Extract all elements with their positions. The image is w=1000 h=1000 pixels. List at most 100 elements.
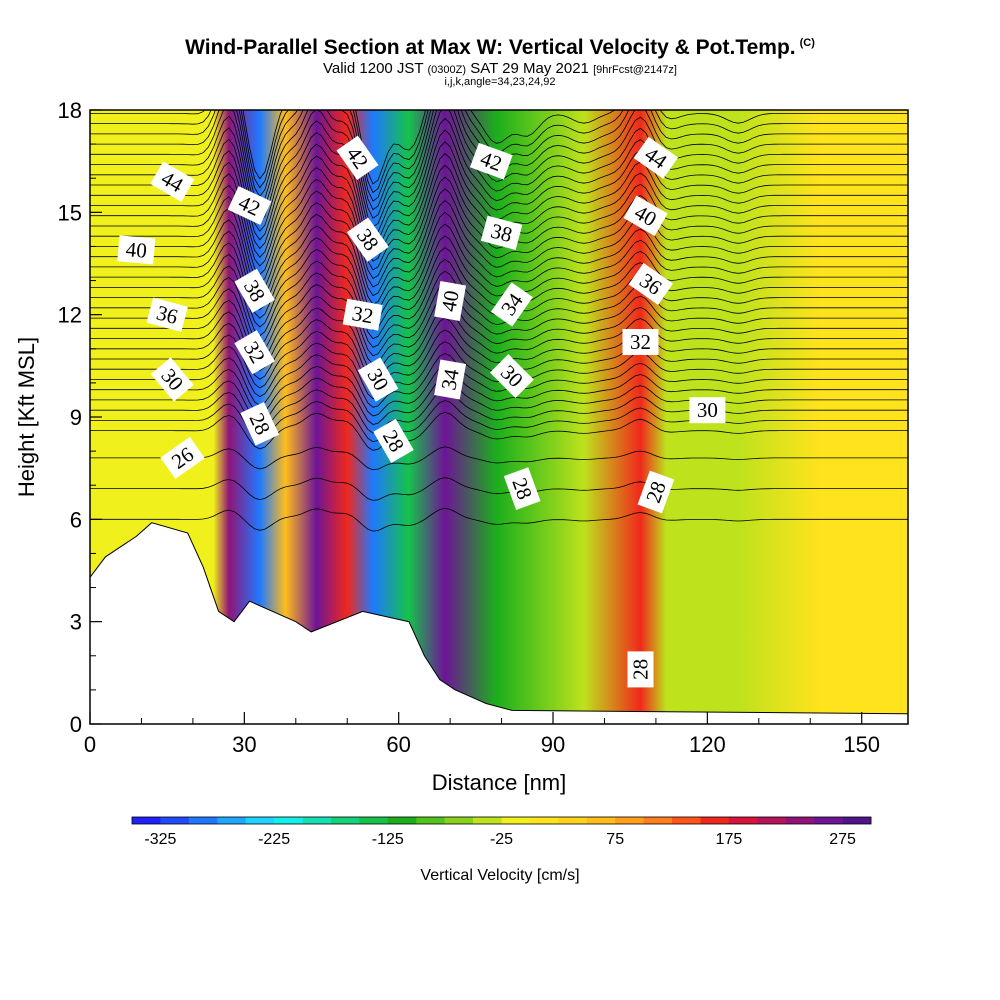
x-tick-label: 90 — [541, 732, 565, 757]
colorbar-tick-label: -325 — [144, 831, 176, 848]
contour-label: 40 — [434, 281, 467, 321]
theta-contour-line — [90, 388, 908, 434]
contour-label: 32 — [622, 329, 659, 355]
contour-label: 32 — [342, 298, 383, 331]
contour-label-box — [234, 268, 275, 313]
contour-label: 36 — [146, 297, 188, 332]
colorbar-swatch — [558, 817, 588, 824]
contour-label-box — [503, 467, 541, 510]
colorbar-swatch — [132, 817, 161, 824]
contour-label-box — [434, 281, 467, 321]
colorbar-swatch — [444, 817, 474, 824]
colorbar-swatch — [302, 817, 332, 824]
theta-contour-line — [90, 353, 908, 408]
chart-indices: i,j,k,angle=34,23,24,92 — [444, 76, 556, 88]
chart-subtitle: Valid 1200 JST (0300Z) SAT 29 May 2021 [… — [322, 60, 677, 77]
theta-contour-line — [90, 376, 908, 425]
theta-contour-line — [90, 306, 908, 374]
contour-label: 30 — [689, 397, 726, 424]
colorbar-swatch — [785, 817, 815, 824]
contour-label-box — [342, 298, 383, 331]
contour-label-box — [628, 263, 674, 305]
contour-label: 40 — [117, 235, 156, 265]
contour-label-box — [117, 235, 156, 265]
x-tick-label: 60 — [386, 732, 410, 757]
colorbar-swatch — [359, 817, 389, 824]
theta-contour-line — [90, 400, 908, 443]
contour-label-box — [480, 215, 523, 251]
colorbar-swatch — [700, 817, 730, 824]
y-tick-label: 0 — [70, 712, 82, 737]
contour-label-box — [336, 135, 379, 181]
colorbar-swatch — [274, 817, 303, 824]
contour-label-box — [622, 329, 659, 355]
theta-contour-line — [90, 176, 908, 279]
y-tick-label: 3 — [70, 610, 82, 635]
x-tick-label: 0 — [84, 732, 96, 757]
x-axis-title: Distance [nm] — [432, 770, 567, 795]
colorbar-swatch — [814, 817, 843, 824]
contour-label-text: 32 — [350, 301, 375, 328]
theta-contour-line — [90, 282, 908, 357]
y-tick-label: 9 — [70, 405, 82, 430]
colorbar-swatch — [643, 817, 673, 824]
colorbar-swatch — [330, 817, 360, 824]
theta-contour-line — [90, 110, 908, 185]
colorbar-tick-label: 75 — [606, 831, 624, 848]
y-tick-label: 18 — [58, 98, 82, 123]
colorbar-tick-label: -225 — [258, 831, 290, 848]
theta-contour-line — [90, 270, 908, 348]
x-tick-label: 30 — [232, 732, 256, 757]
theta-contour-line — [90, 117, 908, 236]
colorbar-swatch — [473, 817, 502, 824]
y-tick-label: 15 — [58, 200, 82, 225]
theta-contour-line — [90, 411, 908, 451]
y-tick-label: 12 — [58, 303, 82, 328]
colorbar-swatch — [387, 817, 417, 824]
contour-label: 34 — [434, 359, 467, 400]
theta-contour-line — [90, 446, 908, 471]
theta-contour-line — [90, 235, 908, 322]
contour-label-box — [637, 470, 675, 514]
theta-contour-line — [90, 317, 908, 382]
contour-label-box — [146, 297, 188, 332]
theta-contour-line — [90, 477, 908, 501]
colorbar-swatch — [501, 817, 531, 824]
contour-label: 28 — [627, 651, 654, 688]
contour-label-text: 34 — [436, 367, 463, 392]
colorbar-swatch — [672, 817, 701, 824]
colorbar-swatch — [188, 817, 218, 824]
contour-label-box — [623, 195, 668, 236]
colorbar-tick-label: 275 — [829, 831, 856, 848]
colorbar-swatch — [615, 817, 644, 824]
y-tick-label: 6 — [70, 507, 82, 532]
colorbar-swatch — [586, 817, 616, 824]
contour-label-text: 30 — [697, 398, 718, 422]
terrain-outline — [89, 522, 909, 715]
colorbar-swatch — [757, 817, 787, 824]
colorbar-label: Vertical Velocity [cm/s] — [420, 867, 579, 884]
colorbar-tick-label: 175 — [716, 831, 743, 848]
contour-label-text: 32 — [630, 330, 651, 354]
contour-label: 38 — [480, 215, 523, 251]
contour-label-box — [469, 142, 513, 180]
contour-label: 42 — [469, 142, 513, 180]
colorbar-swatch — [416, 817, 445, 824]
theta-contour-line — [90, 507, 908, 532]
contour-label-box — [373, 418, 414, 463]
colorbar-frame — [131, 816, 872, 825]
theta-contour-line — [90, 200, 908, 297]
contour-label-box — [633, 136, 679, 179]
theta-contour-line — [90, 110, 908, 228]
contour-label-text: 40 — [436, 289, 463, 314]
theta-contour-line — [90, 364, 908, 417]
colorbar-tick-label: -125 — [372, 831, 404, 848]
contour-label-box — [227, 186, 272, 225]
contour-label-box — [490, 282, 533, 327]
terrain-mask — [90, 522, 908, 724]
theta-contours — [90, 110, 908, 532]
contour-label-box — [160, 436, 205, 479]
chart-title: Wind-Parallel Section at Max W: Vertical… — [185, 36, 815, 59]
